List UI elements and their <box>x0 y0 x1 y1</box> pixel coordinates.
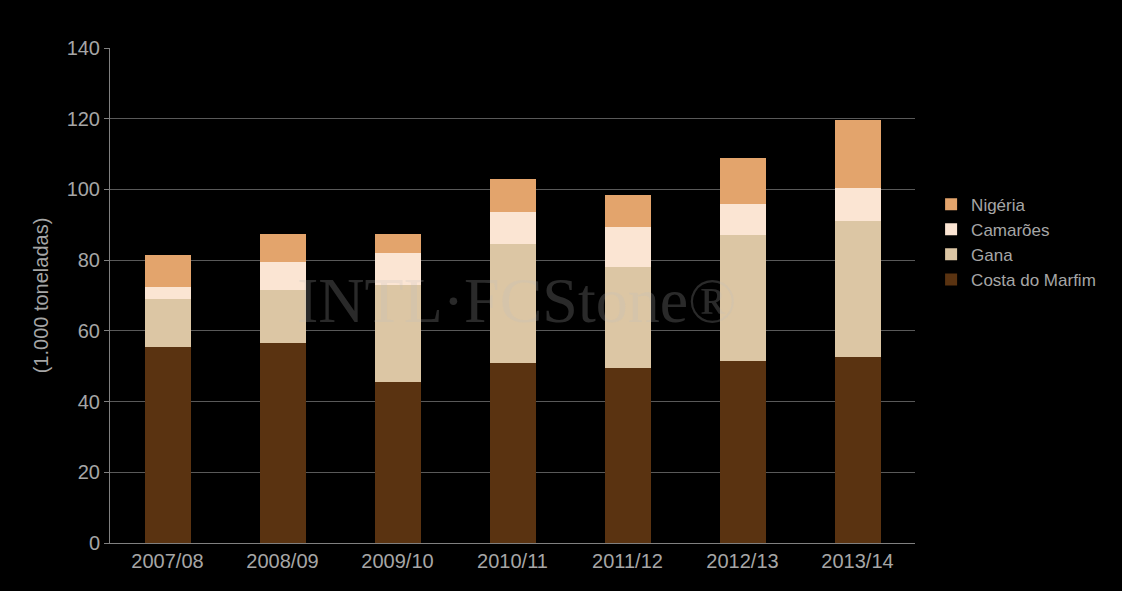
svg-text:2013/14: 2013/14 <box>821 550 893 572</box>
svg-text:(1.000 toneladas): (1.000 toneladas) <box>30 218 52 374</box>
svg-text:40: 40 <box>78 391 100 413</box>
svg-text:120: 120 <box>67 108 100 130</box>
svg-text:2009/10: 2009/10 <box>361 550 433 572</box>
svg-text:Gana: Gana <box>971 246 1013 265</box>
svg-text:Camarões: Camarões <box>971 221 1049 240</box>
svg-text:2008/09: 2008/09 <box>246 550 318 572</box>
svg-text:60: 60 <box>78 320 100 342</box>
svg-text:2007/08: 2007/08 <box>131 550 203 572</box>
svg-text:0: 0 <box>89 532 100 554</box>
svg-text:20: 20 <box>78 461 100 483</box>
svg-text:INTL·FCStone®: INTL·FCStone® <box>297 265 737 336</box>
svg-text:100: 100 <box>67 178 100 200</box>
svg-text:Costa do Marfim: Costa do Marfim <box>971 271 1096 290</box>
svg-text:Nigéria: Nigéria <box>971 196 1025 215</box>
svg-text:2011/12: 2011/12 <box>592 550 663 572</box>
svg-text:140: 140 <box>67 37 100 59</box>
svg-text:80: 80 <box>78 249 100 271</box>
svg-text:2010/11: 2010/11 <box>477 550 548 572</box>
svg-text:2012/13: 2012/13 <box>706 550 778 572</box>
